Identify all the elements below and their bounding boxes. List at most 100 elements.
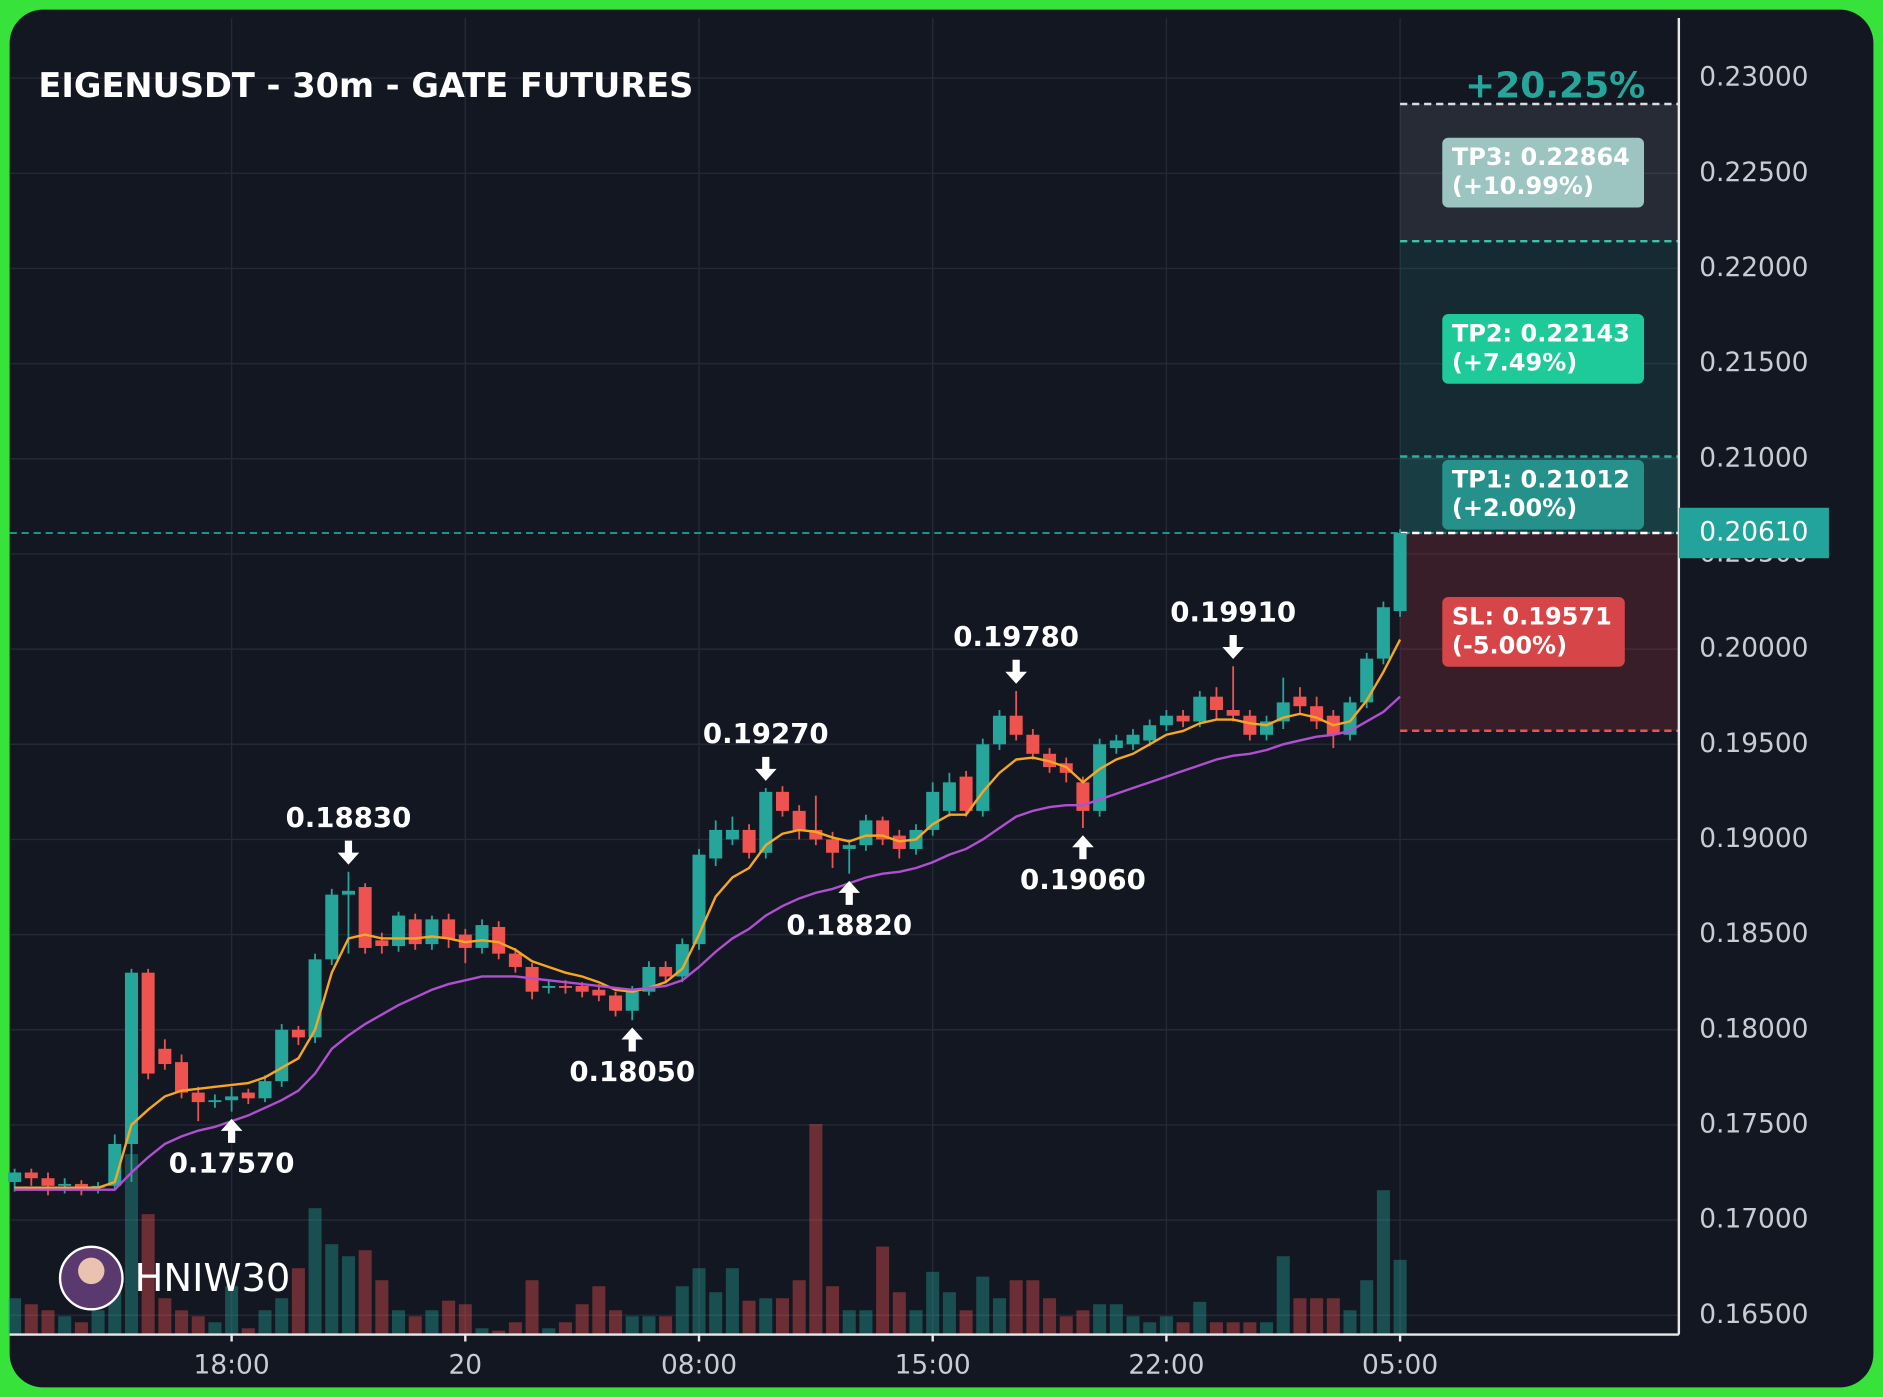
volume-bar [58, 1316, 72, 1335]
candle-body [976, 744, 990, 811]
candle-body [1109, 740, 1123, 749]
moving-averages [14, 639, 1402, 1191]
volume-bar [1026, 1280, 1040, 1335]
candle-body [1143, 725, 1157, 741]
candle-body [408, 919, 422, 945]
volume-bar [1009, 1280, 1023, 1335]
ma-line [14, 695, 1401, 1191]
candle-body [1076, 782, 1090, 811]
volume-bar [8, 1298, 22, 1335]
avatar-face [78, 1257, 105, 1285]
volume-bar [341, 1256, 355, 1335]
candle-body [725, 829, 739, 840]
watermark: HNIW30 [135, 1256, 291, 1301]
volume-bar [1243, 1322, 1257, 1335]
volume-bar [508, 1322, 522, 1335]
annotation-label: 0.18820 [786, 909, 912, 942]
candle-body [542, 985, 556, 988]
volume-bar [191, 1316, 205, 1335]
volume-bar [592, 1286, 606, 1335]
candle-body [1126, 734, 1140, 745]
candle-body [291, 1029, 305, 1038]
volume-bar [742, 1300, 756, 1335]
volume-bar [659, 1316, 673, 1335]
candle-body [959, 776, 973, 811]
candle-body [759, 791, 773, 853]
volume-bar [642, 1316, 656, 1335]
volume-bar [492, 1330, 506, 1335]
y-tick-label: 0.18000 [1699, 1013, 1808, 1044]
candle-body [375, 940, 389, 947]
candle-body [942, 782, 956, 811]
arrow [1222, 635, 1244, 660]
chart-title: EIGENUSDT - 30m - GATE FUTURES [38, 66, 693, 105]
y-tick-label: 0.23000 [1699, 62, 1808, 93]
volume-bar [625, 1316, 639, 1335]
candle-body [208, 1100, 222, 1103]
y-tick-label: 0.18500 [1699, 918, 1808, 949]
candle-body [358, 887, 372, 948]
volume-bar [1076, 1310, 1090, 1335]
volume-bar [775, 1298, 789, 1335]
candle-body [392, 915, 406, 947]
volume-bar [675, 1286, 689, 1335]
volume-bar [1209, 1322, 1223, 1335]
volume-bar [1226, 1322, 1240, 1335]
volume-bar [1126, 1316, 1140, 1335]
candle-body [675, 944, 689, 977]
volume-bar [458, 1304, 472, 1335]
candle-body [241, 1092, 255, 1099]
candle-body [592, 989, 606, 996]
volume-bar [1093, 1304, 1107, 1335]
volume-bar [992, 1298, 1006, 1335]
candle-body [442, 919, 456, 939]
candle-body [709, 829, 723, 859]
candle-body [692, 854, 706, 945]
candle-body [191, 1092, 205, 1103]
candle-body [1226, 710, 1240, 716]
candle-body [258, 1081, 272, 1099]
level-change: (-5.00%) [1452, 631, 1567, 659]
annotation-label: 0.18050 [569, 1055, 695, 1088]
volume-bar [74, 1322, 88, 1335]
candle-body [1243, 715, 1257, 735]
x-tick-label: 05:00 [1362, 1349, 1438, 1380]
candle-body [792, 810, 806, 830]
volume-bar [1143, 1322, 1157, 1335]
annotations: 0.17570 0.18830 0.18050 0.19270 0.18820 0.197… [169, 595, 1296, 1179]
volume-bar [709, 1292, 723, 1335]
annotation-label: 0.19060 [1020, 863, 1146, 896]
volume-bar [225, 1286, 239, 1335]
volume-bar [1326, 1298, 1340, 1335]
candle-body [425, 919, 439, 945]
candle-body [1393, 533, 1407, 612]
volume-bar [442, 1300, 456, 1335]
level-label: TP1: 0.21012 [1452, 465, 1630, 493]
y-tick-label: 0.16500 [1699, 1299, 1808, 1330]
volume-bar [1393, 1259, 1407, 1335]
level-label: SL: 0.19571 [1452, 602, 1612, 630]
candle-body [842, 845, 856, 849]
candle-body [41, 1178, 55, 1186]
volume-bar [842, 1310, 856, 1335]
volume-bar [358, 1250, 372, 1335]
x-tick-label: 20 [449, 1349, 483, 1380]
volume-bar [91, 1310, 105, 1335]
volume-bar [959, 1310, 973, 1335]
candle-body [575, 985, 589, 992]
candle-body [175, 1062, 189, 1093]
candle-body [158, 1048, 172, 1065]
y-tick-label: 0.17000 [1699, 1204, 1808, 1235]
price-tag-label: 0.20610 [1699, 517, 1808, 548]
volume-bar [1176, 1322, 1190, 1335]
candle-body [1193, 696, 1207, 722]
level-label: TP2: 0.22143 [1452, 319, 1630, 347]
volume-bar [1276, 1256, 1290, 1335]
candle-body [1159, 715, 1173, 726]
candle-body [1343, 702, 1357, 735]
volume-bar [976, 1276, 990, 1335]
volume-bar [275, 1298, 289, 1335]
volume [8, 1124, 1407, 1335]
volume-bar [425, 1310, 439, 1335]
